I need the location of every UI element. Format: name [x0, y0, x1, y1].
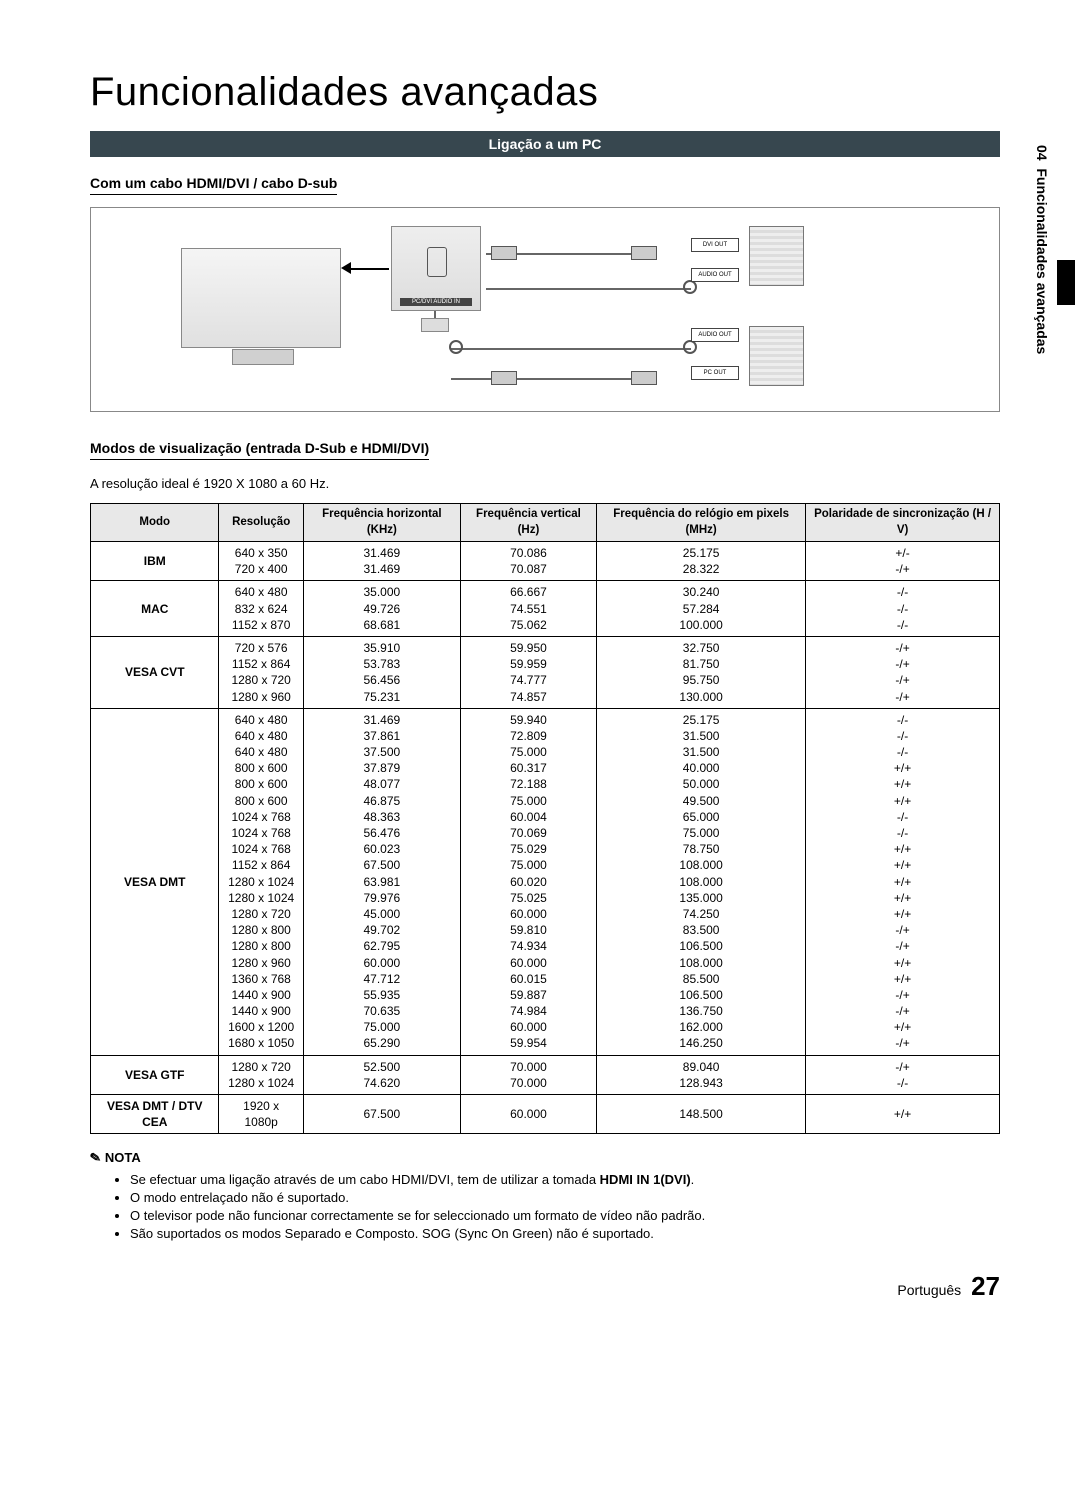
table-cell: +/+	[806, 1095, 1000, 1134]
table-cell: 148.500	[597, 1095, 806, 1134]
table-cell: 59.95059.95974.77774.857	[460, 636, 596, 708]
table-header: Frequência do relógio em pixels (MHz)	[597, 504, 806, 542]
subheading-modes: Modos de visualização (entrada D-Sub e H…	[90, 440, 429, 460]
sidebar-tab	[1057, 260, 1075, 305]
section-bar: Ligação a um PC	[90, 131, 1000, 157]
nota-item: São suportados os modos Separado e Compo…	[130, 1226, 1000, 1241]
table-cell: 720 x 5761152 x 8641280 x 7201280 x 960	[219, 636, 303, 708]
diagram-audio-cable-top	[486, 288, 691, 290]
table-row: VESA DMT640 x 480640 x 480640 x 480800 x…	[91, 708, 1000, 1055]
diagram-pc-bottom-icon	[749, 326, 804, 386]
table-cell: 640 x 350720 x 400	[219, 542, 303, 581]
table-cell: 70.00070.000	[460, 1055, 596, 1094]
table-cell: -/+-/+-/+-/+	[806, 636, 1000, 708]
page-footer: Português 27	[90, 1271, 1000, 1302]
table-cell: 32.75081.75095.750130.000	[597, 636, 806, 708]
diagram-vga-plug-left-icon	[491, 371, 517, 385]
table-row: VESA GTF1280 x 7201280 x 102452.50074.62…	[91, 1055, 1000, 1094]
diagram-pc-audio-out-bottom: AUDIO OUT	[691, 328, 739, 342]
table-cell: 52.50074.620	[303, 1055, 460, 1094]
page-title: Funcionalidades avançadas	[90, 70, 1000, 115]
sidebar-chapter: 04 Funcionalidades avançadas	[1034, 145, 1050, 354]
diagram-pc-top-icon	[749, 226, 804, 286]
table-row: VESA CVT720 x 5761152 x 8641280 x 720128…	[91, 636, 1000, 708]
nota-item: O televisor pode não funcionar correctam…	[130, 1208, 1000, 1223]
table-header: Frequência vertical (Hz)	[460, 504, 596, 542]
diagram-audio-cable-bottom	[451, 348, 691, 350]
diagram-pc-audio-out-top: AUDIO OUT	[691, 268, 739, 282]
nota-item: O modo entrelaçado não é suportado.	[130, 1190, 1000, 1205]
diagram-arrow-head-icon	[341, 262, 351, 274]
table-cell: 70.08670.087	[460, 542, 596, 581]
nota-list: Se efectuar uma ligação através de um ca…	[130, 1172, 1000, 1241]
table-cell: 1280 x 7201280 x 1024	[219, 1055, 303, 1094]
table-header: Polaridade de sincronização (H / V)	[806, 504, 1000, 542]
diagram-audio-jack-right-icon	[683, 340, 697, 354]
diagram-panel-caption: PC/DVI AUDIO IN	[400, 298, 472, 306]
resolution-note: A resolução ideal é 1920 X 1080 a 60 Hz.	[90, 476, 1000, 491]
table-header: Frequência horizontal (KHz)	[303, 504, 460, 542]
table-cell: 1920 x 1080p	[219, 1095, 303, 1134]
mode-cell: MAC	[91, 581, 219, 637]
table-cell: 67.500	[303, 1095, 460, 1134]
table-cell: 31.46931.469	[303, 542, 460, 581]
table-cell: 640 x 480832 x 6241152 x 870	[219, 581, 303, 637]
table-cell: 66.66774.55175.062	[460, 581, 596, 637]
table-cell: 30.24057.284100.000	[597, 581, 806, 637]
table-cell: 31.46937.86137.50037.87948.07746.87548.3…	[303, 708, 460, 1055]
table-header: Resolução	[219, 504, 303, 542]
diagram-arrow-line	[349, 268, 389, 270]
diagram-rear-panel-icon: PC/DVI AUDIO IN	[391, 226, 481, 311]
table-cell: 35.00049.72668.681	[303, 581, 460, 637]
subheading-cable: Com um cabo HDMI/DVI / cabo D-sub	[90, 175, 337, 195]
table-cell: -/--/--/-+/++/++/+-/--/-+/++/++/++/++/+-…	[806, 708, 1000, 1055]
table-cell: 25.17531.50031.50040.00050.00049.50065.0…	[597, 708, 806, 1055]
table-cell: -/--/--/-	[806, 581, 1000, 637]
diagram-tv-icon	[181, 248, 341, 348]
sidebar-chapter-num: 04	[1034, 145, 1050, 161]
table-header: Modo	[91, 504, 219, 542]
diagram-dvi-plug-right-icon	[631, 246, 657, 260]
table-cell: +/--/+	[806, 542, 1000, 581]
table-row: VESA DMT / DTV CEA1920 x 1080p67.50060.0…	[91, 1095, 1000, 1134]
nota-item: Se efectuar uma ligação através de um ca…	[130, 1172, 1000, 1187]
nota-block: ✎NOTA Se efectuar uma ligação através de…	[90, 1150, 1000, 1241]
diagram-audio-jack-icon	[683, 280, 697, 294]
mode-cell: VESA DMT	[91, 708, 219, 1055]
sidebar-chapter-title: Funcionalidades avançadas	[1034, 168, 1050, 354]
table-cell: 640 x 480640 x 480640 x 480800 x 600800 …	[219, 708, 303, 1055]
diagram-dsub-panel-icon	[421, 318, 449, 332]
diagram-connector-line	[434, 311, 436, 318]
mode-cell: IBM	[91, 542, 219, 581]
footer-lang: Português	[897, 1282, 961, 1298]
nota-label: NOTA	[105, 1150, 141, 1165]
mode-cell: VESA CVT	[91, 636, 219, 708]
table-cell: 25.17528.322	[597, 542, 806, 581]
table-cell: 35.91053.78356.45675.231	[303, 636, 460, 708]
note-icon: ✎	[89, 1150, 103, 1168]
table-row: MAC640 x 480832 x 6241152 x 87035.00049.…	[91, 581, 1000, 637]
display-modes-table: ModoResoluçãoFrequência horizontal (KHz)…	[90, 503, 1000, 1134]
footer-page-number: 27	[971, 1271, 1000, 1301]
table-cell: 60.000	[460, 1095, 596, 1134]
diagram-dvi-plug-left-icon	[491, 246, 517, 260]
diagram-audio-jack-left-icon	[449, 340, 463, 354]
diagram-pc-dvi-out: DVI OUT	[691, 238, 739, 252]
mode-cell: VESA GTF	[91, 1055, 219, 1094]
table-cell: 59.94072.80975.00060.31772.18875.00060.0…	[460, 708, 596, 1055]
diagram-vga-plug-right-icon	[631, 371, 657, 385]
table-cell: -/+-/-	[806, 1055, 1000, 1094]
diagram-vga-cable	[451, 378, 656, 380]
connection-diagram: PC/DVI AUDIO IN DVI OUT AUDIO OUT AUDIO …	[90, 207, 1000, 412]
table-row: IBM640 x 350720 x 40031.46931.46970.0867…	[91, 542, 1000, 581]
table-cell: 89.040128.943	[597, 1055, 806, 1094]
mode-cell: VESA DMT / DTV CEA	[91, 1095, 219, 1134]
diagram-pc-pc-out: PC OUT	[691, 366, 739, 380]
